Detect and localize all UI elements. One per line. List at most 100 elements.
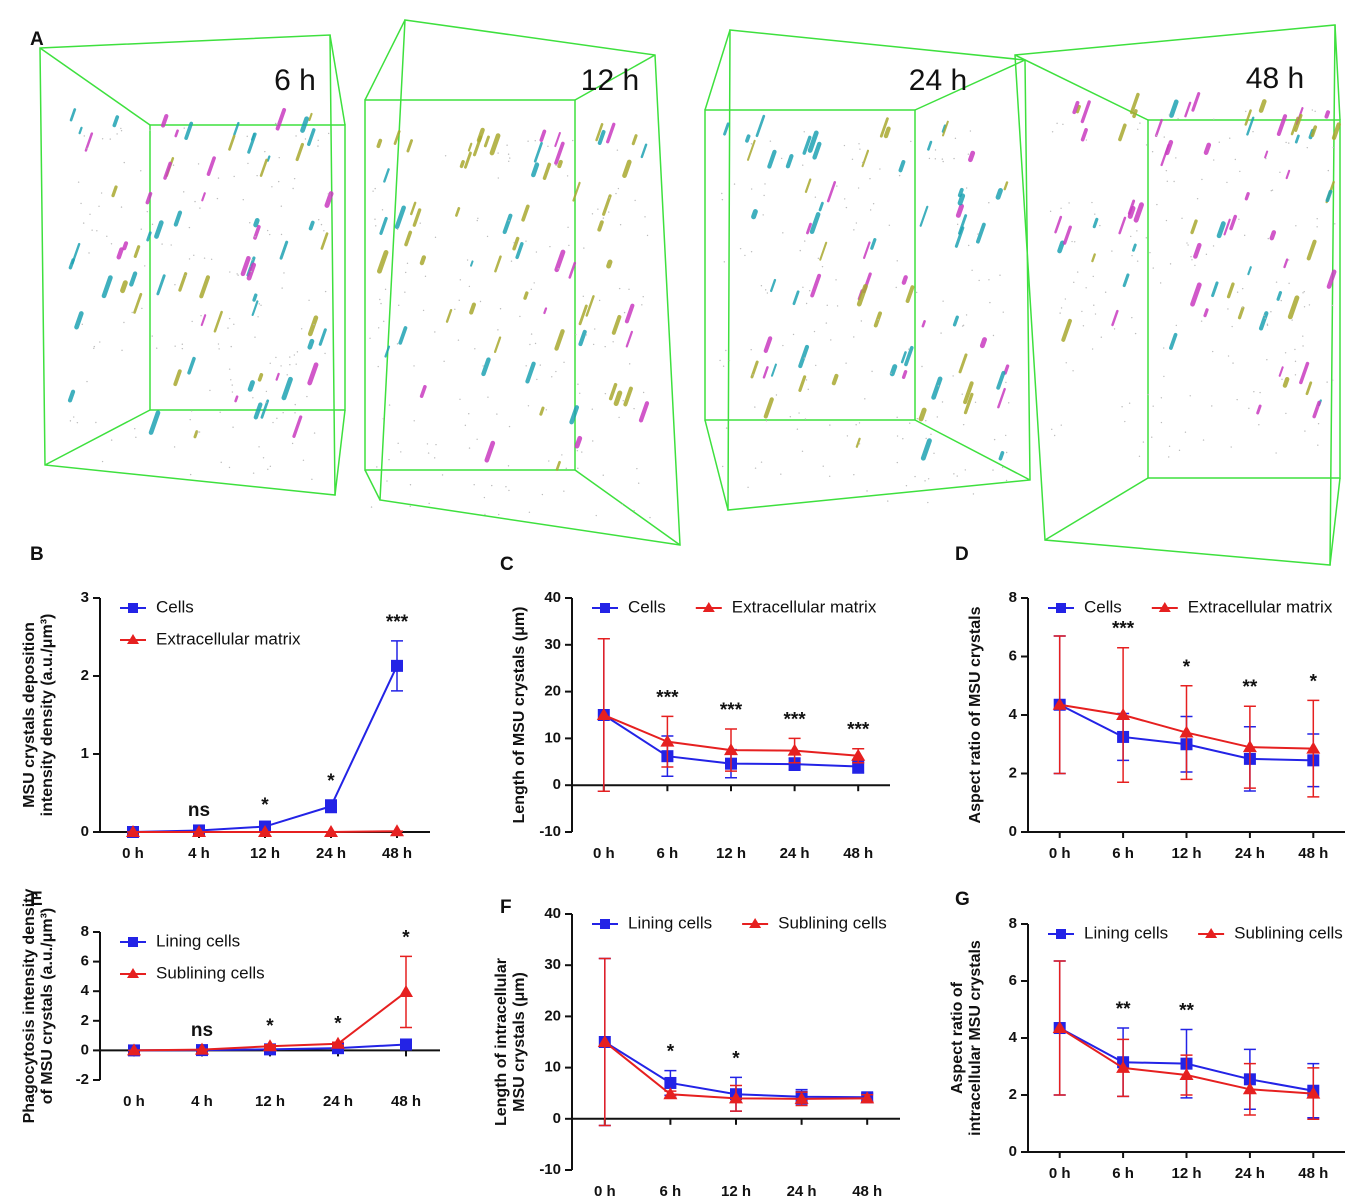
speck — [1187, 244, 1189, 246]
speck — [308, 112, 313, 122]
speck — [733, 183, 736, 185]
speck — [413, 420, 415, 422]
speck — [1288, 282, 1290, 285]
speck — [989, 301, 991, 304]
speck — [870, 238, 877, 250]
x-tick-label: 24 h — [316, 845, 346, 862]
x-tick-label: 12 h — [721, 1183, 751, 1200]
wireframe — [727, 29, 1031, 511]
speck — [120, 206, 123, 208]
time-label: 48 h — [1246, 62, 1304, 95]
speck — [1147, 393, 1150, 396]
speck — [1049, 210, 1052, 213]
marker — [1116, 1060, 1131, 1073]
speck — [69, 420, 72, 422]
speck — [93, 347, 95, 350]
marker — [126, 825, 140, 837]
speck — [258, 446, 260, 448]
speck — [121, 349, 123, 352]
speck — [188, 258, 191, 260]
speck — [1075, 104, 1081, 114]
speck — [1266, 323, 1269, 325]
x-tick-label: 24 h — [787, 1183, 817, 1200]
speck — [426, 443, 429, 445]
speck — [805, 379, 808, 381]
speck — [1149, 251, 1151, 254]
speck — [1331, 122, 1341, 141]
speck — [578, 329, 587, 347]
speck — [459, 279, 462, 281]
speck — [1270, 190, 1272, 192]
speck — [527, 140, 529, 142]
y-axis-label: Length of intracellular — [493, 958, 510, 1126]
panel-label: E — [30, 889, 43, 910]
speck — [497, 177, 499, 179]
speck — [744, 254, 746, 257]
speck — [803, 357, 806, 359]
speck — [1151, 436, 1153, 438]
speck — [1008, 402, 1010, 404]
speck — [644, 216, 646, 218]
speck — [611, 314, 622, 335]
speck — [1331, 304, 1334, 307]
speck — [230, 345, 232, 348]
speck — [163, 161, 172, 180]
speck — [247, 162, 249, 165]
speck — [1283, 258, 1289, 269]
speck — [476, 219, 478, 222]
speck — [275, 356, 277, 359]
speck — [1074, 241, 1076, 243]
y-tick-label: 4 — [81, 982, 90, 999]
speck — [499, 308, 502, 310]
speck — [1241, 287, 1244, 290]
speck — [1163, 136, 1165, 138]
speck — [529, 343, 531, 346]
speck — [1063, 225, 1072, 245]
speck — [375, 225, 377, 227]
speck — [1213, 118, 1215, 121]
marker — [390, 824, 404, 837]
speck — [563, 490, 565, 492]
speck — [563, 361, 565, 364]
speck — [274, 122, 277, 125]
y-tick-label: 4 — [1009, 706, 1018, 723]
speck — [602, 474, 604, 476]
speck — [1091, 348, 1094, 350]
speck — [956, 475, 958, 477]
speck — [572, 139, 574, 142]
speck — [904, 345, 914, 367]
x-tick-label: 12 h — [255, 1093, 285, 1110]
significance-label: * — [334, 1013, 342, 1034]
speck — [574, 435, 583, 449]
speck — [1080, 128, 1088, 142]
legend-marker — [128, 603, 138, 613]
speck — [814, 196, 817, 198]
speck — [963, 381, 974, 405]
speck — [1072, 100, 1080, 115]
x-tick-label: 12 h — [716, 845, 746, 862]
speck — [433, 457, 436, 459]
speck — [1169, 263, 1172, 265]
speck — [294, 403, 296, 406]
speck — [995, 187, 1003, 200]
legend-marker — [127, 968, 139, 978]
speck — [864, 398, 866, 400]
speck — [458, 299, 460, 301]
speck — [807, 130, 819, 153]
speck — [276, 123, 278, 125]
speck — [1173, 180, 1175, 183]
speck — [872, 203, 875, 205]
render-box — [39, 34, 346, 496]
marker — [597, 1035, 612, 1047]
speck — [377, 249, 389, 274]
speck — [313, 432, 316, 434]
speck — [863, 241, 871, 259]
speck — [156, 347, 158, 349]
speck — [577, 383, 579, 385]
speck — [233, 175, 235, 178]
speck — [396, 343, 399, 345]
speck — [952, 375, 954, 377]
panel-label: C — [500, 554, 514, 575]
speck — [1203, 142, 1212, 155]
marker — [263, 1039, 277, 1052]
